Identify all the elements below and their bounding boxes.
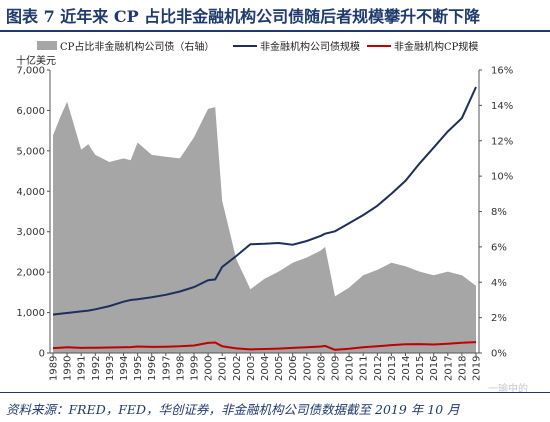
y-right-tick-label: 6%	[491, 242, 507, 253]
series-line-nonfin-bonds	[52, 86, 477, 316]
legend-item-cp-share-label: CP占比非金融机构公司债（右轴）	[60, 40, 214, 53]
x-tick-label: 1995	[133, 356, 144, 381]
x-tick-label: 1991	[77, 356, 88, 381]
series-line-nonfin-cp	[52, 341, 477, 351]
y-right-tick-label: 2%	[491, 313, 507, 324]
x-tick-label: 1994	[119, 356, 130, 381]
chart-title: 图表 7 近年来 CP 占比非金融机构公司债随后者规模攀升不断下降	[6, 7, 481, 26]
x-tick-label: 2006	[288, 356, 299, 381]
y-left-tick-label: 7,000	[16, 66, 45, 77]
x-tick-label: 2005	[274, 356, 285, 381]
y-right-tick-label: 10%	[491, 172, 513, 183]
x-tick-label: 2016	[429, 356, 440, 381]
y-right-tick-label: 8%	[491, 207, 507, 218]
y-right-tick-label: 0%	[491, 349, 507, 360]
y-right-tick-label: 16%	[491, 66, 513, 77]
chart-svg: 0 1,000 2,000 3,000 4,000 5,000 6,000 7,000 0% 2%…	[16, 40, 513, 381]
x-tick-label: 2012	[373, 356, 384, 381]
x-tick-label: 1999	[190, 356, 201, 381]
x-tick-label: 2010	[345, 356, 356, 381]
y-left-tick-label: 1,000	[16, 308, 45, 319]
y-left-tick-label: 0	[39, 349, 45, 360]
watermark-text: 一瑜中的	[488, 384, 528, 395]
y-left-tick-label: 4,000	[16, 187, 45, 198]
x-tick-label: 2015	[415, 356, 426, 381]
y-right-tick-label: 4%	[491, 278, 507, 289]
x-tick-label: 2013	[387, 356, 398, 381]
legend-item-cp-share-swatch	[37, 41, 57, 50]
x-tick-label: 1997	[161, 356, 172, 381]
x-tick-label: 2018	[457, 356, 468, 381]
y-right-tick-label: 12%	[491, 136, 513, 147]
x-tick-label: 1992	[91, 356, 102, 381]
x-tick-label: 2019	[472, 356, 483, 381]
x-tick-label: 2000	[204, 356, 215, 381]
x-tick-label: 2011	[359, 356, 370, 381]
source-bar: 资料来源：FRED，FED，华创证券，非金融机构公司债数据截至 2019 年 1…	[0, 392, 550, 422]
y-left-tick-label: 2,000	[16, 268, 45, 279]
x-tick-label: 2017	[443, 356, 454, 381]
x-tick-label: 2002	[232, 356, 243, 381]
y-left-tick-label: 3,000	[16, 227, 45, 238]
legend-item-nonfin-bonds-label: 非金融机构公司债规模	[260, 40, 360, 53]
x-tick-label: 2008	[316, 356, 327, 381]
x-tick-label: 1996	[147, 356, 158, 381]
y-left-unit-label: 十亿美元	[16, 54, 56, 67]
x-tick-label: 2004	[260, 356, 271, 381]
source-note: 资料来源：FRED，FED，华创证券，非金融机构公司债数据截至 2019 年 1…	[6, 402, 460, 417]
x-tick-label: 2009	[331, 356, 342, 381]
x-tick-label: 1989	[49, 356, 60, 381]
x-tick-label: 2014	[401, 356, 412, 381]
legend-item-nonfin-cp-label: 非金融机构CP规模	[394, 40, 478, 53]
series-area-cp-share	[53, 101, 476, 353]
y-left-tick-label: 5,000	[16, 146, 45, 157]
title-bar: 图表 7 近年来 CP 占比非金融机构公司债随后者规模攀升不断下降	[0, 0, 550, 32]
x-tick-label: 1993	[105, 356, 116, 381]
x-tick-label: 2007	[302, 356, 313, 381]
y-right-tick-label: 14%	[491, 101, 513, 112]
x-tick-label: 2003	[246, 356, 257, 381]
x-tick-label: 2001	[218, 356, 229, 381]
y-left-tick-label: 6,000	[16, 106, 45, 117]
x-tick-label: 1990	[63, 356, 74, 381]
x-tick-label: 1998	[175, 356, 186, 381]
